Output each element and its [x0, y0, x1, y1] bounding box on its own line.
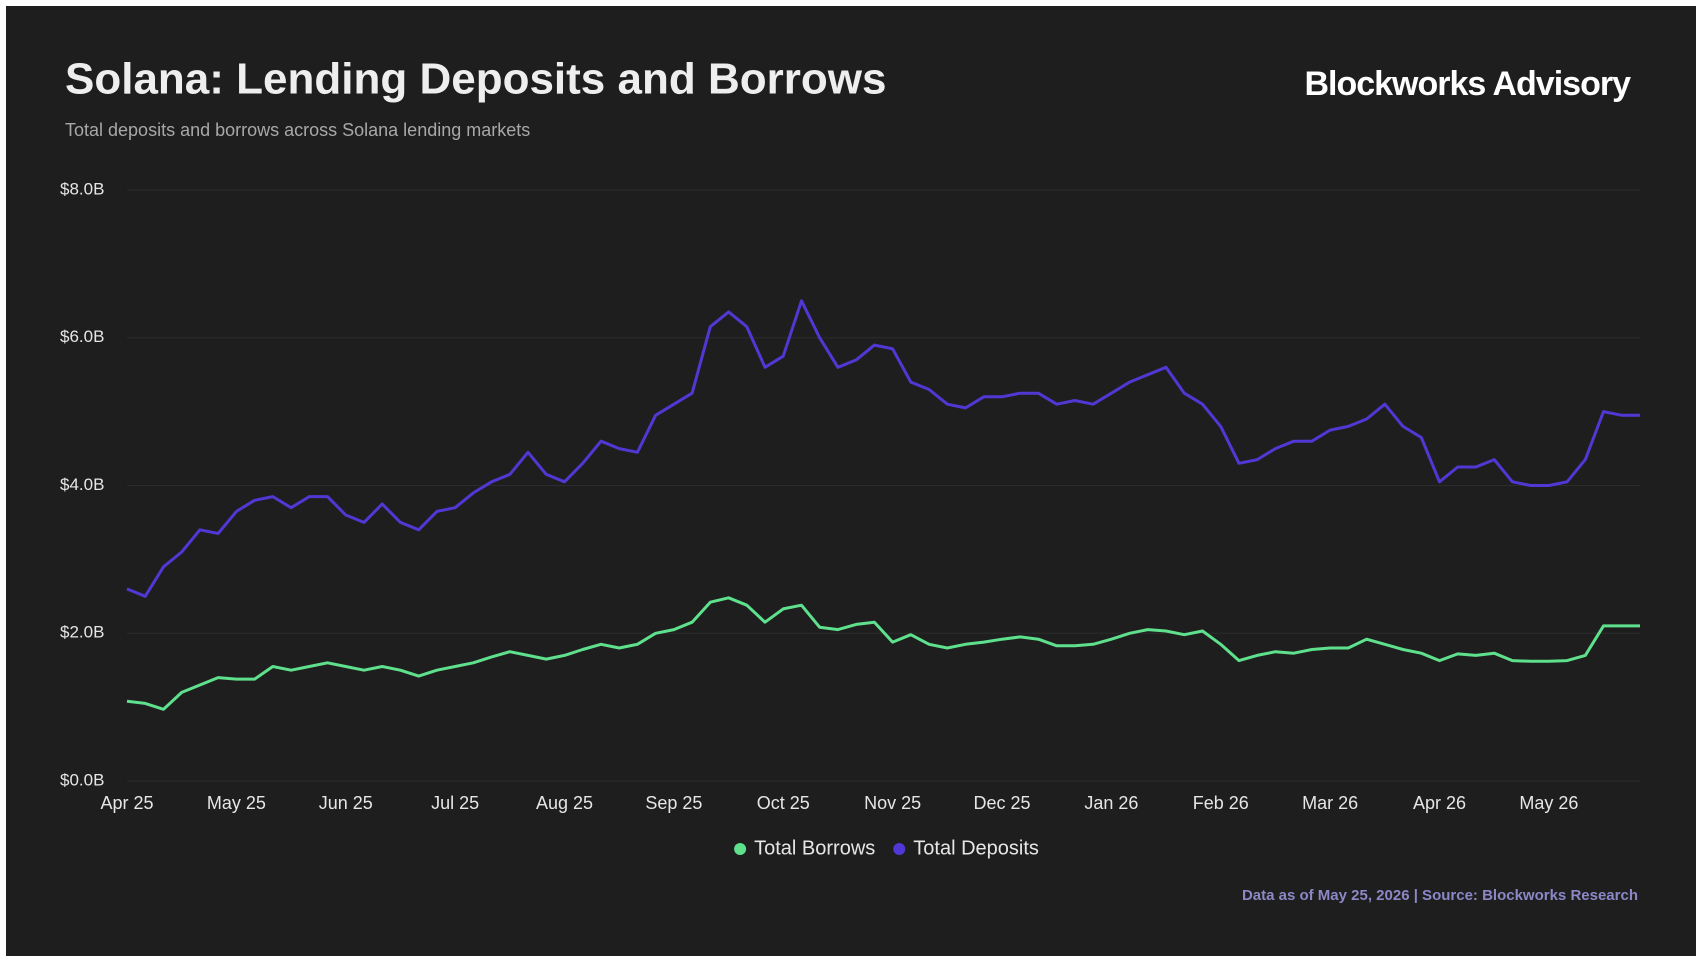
chart-subtitle: Total deposits and borrows across Solana… [65, 120, 530, 140]
x-tick-label: Aug 25 [536, 793, 593, 813]
x-tick-label: May 25 [207, 793, 266, 813]
legend-marker [893, 843, 906, 855]
panel [6, 6, 1696, 956]
series-line [126, 299, 1640, 598]
x-tick-label: Nov 25 [864, 793, 921, 813]
y-tick-label: $4.0B [60, 475, 104, 494]
y-tick-label: $8.0B [60, 179, 104, 198]
legend-item: Total Borrows [734, 837, 875, 859]
footer: Data as of May 25, 2026 | Source: Blockw… [1242, 887, 1638, 904]
chart-title: Solana: Lending Deposits and Borrows [65, 55, 886, 104]
x-tick-label: Apr 25 [100, 793, 153, 813]
legend-marker [734, 843, 747, 855]
x-tick-label: Mar 26 [1302, 793, 1358, 813]
series-line [126, 596, 1640, 711]
legend-label: Total Borrows [754, 837, 875, 859]
y-tick-label: $2.0B [60, 623, 104, 642]
x-tick-label: Apr 26 [1413, 793, 1466, 813]
brand: Blockworks Advisory [1304, 65, 1631, 103]
x-tick-label: Jun 25 [319, 793, 373, 813]
legend: Total Borrows Total Deposits [734, 837, 1039, 859]
x-tick-label: Oct 25 [757, 793, 810, 813]
legend-label: Total Deposits [913, 837, 1039, 859]
x-tick-label: Jul 25 [431, 793, 479, 813]
x-tick-label: Jan 26 [1084, 793, 1138, 813]
x-tick-label: Feb 26 [1193, 793, 1249, 813]
x-tick-label: May 26 [1519, 793, 1578, 813]
legend-item: Total Deposits [893, 837, 1039, 859]
y-tick-label: $0.0B [60, 770, 104, 789]
y-tick-label: $6.0B [60, 327, 104, 346]
x-tick-label: Sep 25 [645, 793, 702, 813]
x-tick-label: Dec 25 [973, 793, 1030, 813]
